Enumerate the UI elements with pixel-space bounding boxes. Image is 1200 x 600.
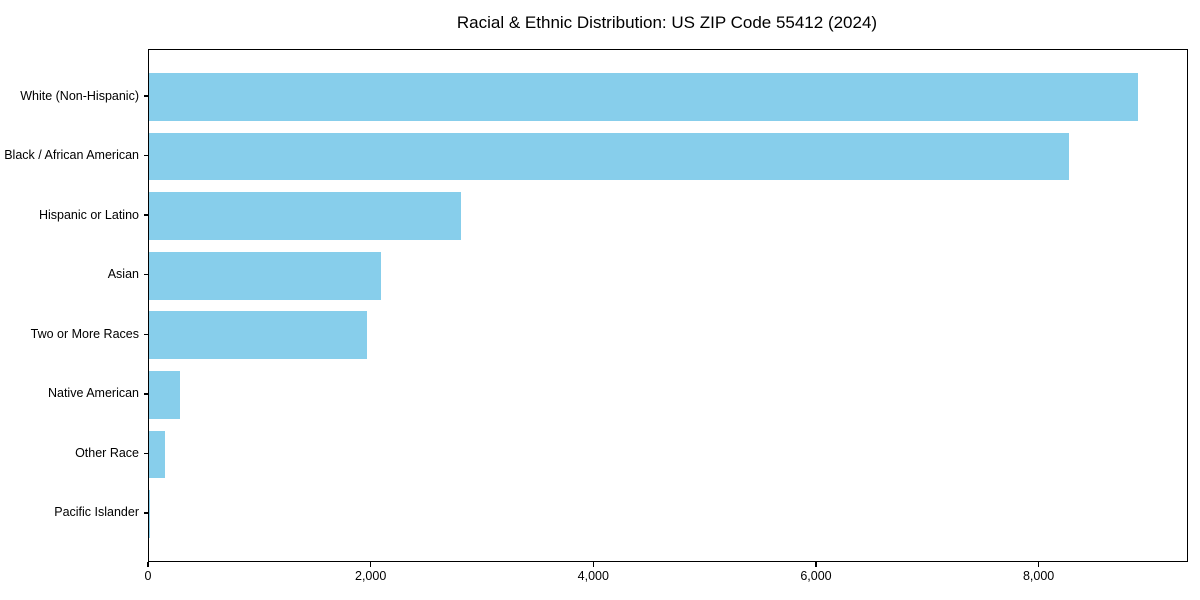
y-tick-label: Other Race — [75, 445, 139, 460]
x-tick-mark — [1037, 561, 1040, 567]
y-tick-mark — [144, 154, 149, 157]
y-tick-label: Hispanic or Latino — [38, 207, 139, 222]
x-tick-mark — [147, 561, 149, 567]
y-tick-label: Black / African American — [4, 148, 139, 163]
bar-pacific-islander — [149, 490, 151, 538]
x-tick-label: 6,000 — [800, 569, 832, 583]
bar-two-or-more-races — [149, 311, 368, 360]
x-tick-mark — [815, 561, 817, 567]
y-tick-label: Asian — [107, 267, 139, 282]
y-tick-mark — [144, 452, 149, 455]
bar-other-race — [149, 430, 166, 479]
y-tick-mark — [144, 95, 149, 97]
plot-area — [148, 49, 1188, 562]
chart-title: Racial & Ethnic Distribution: US ZIP Cod… — [456, 13, 878, 32]
y-tick-label: Pacific Islander — [54, 505, 139, 520]
x-tick-mark — [592, 561, 595, 567]
x-tick-label: 4,000 — [577, 569, 609, 583]
bar-native-american — [149, 371, 181, 419]
y-tick-mark — [144, 512, 149, 514]
bar-black-african-american — [149, 132, 1069, 181]
y-tick-mark — [144, 273, 149, 276]
y-tick-mark — [144, 214, 149, 216]
y-tick-label: Native American — [47, 386, 139, 401]
x-tick-label: 2,000 — [355, 569, 387, 583]
x-tick-label: 0 — [144, 569, 152, 583]
y-tick-label: White (Non-Hispanic) — [20, 88, 139, 103]
bar-asian — [149, 251, 381, 300]
x-tick-mark — [369, 561, 372, 567]
y-tick-mark — [144, 333, 149, 336]
y-tick-mark — [144, 393, 149, 395]
x-tick-label: 8,000 — [1022, 569, 1055, 583]
bar-white-non-hispanic — [149, 73, 1138, 121]
bar-hispanic-or-latino — [149, 192, 461, 240]
y-tick-label: Two or More Races — [30, 326, 139, 341]
